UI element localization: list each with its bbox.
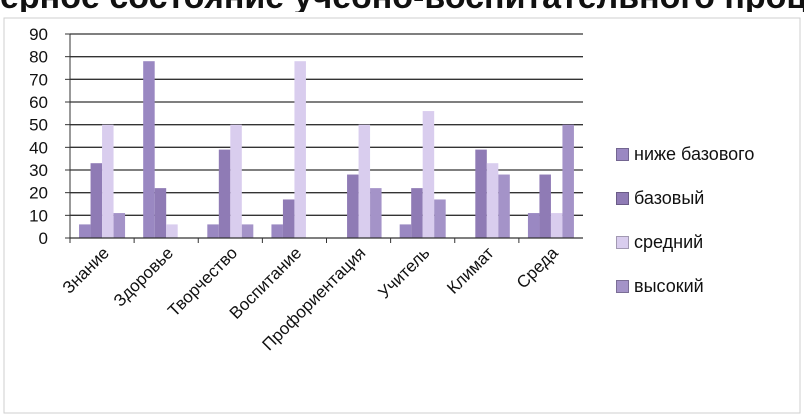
bar <box>422 111 435 238</box>
legend-item: ниже базового <box>616 132 802 176</box>
bar <box>79 224 91 238</box>
legend-item: высокий <box>616 264 802 308</box>
y-tick-label: 90 <box>29 25 48 44</box>
bar <box>143 61 155 239</box>
bar <box>230 124 242 238</box>
y-tick-label: 30 <box>29 161 48 180</box>
bar <box>498 174 510 238</box>
x-category-label: Климат <box>443 243 498 298</box>
legend: ниже базового базовый средний высокий <box>616 132 802 308</box>
y-tick-label: 60 <box>29 93 48 112</box>
bar <box>207 224 219 238</box>
bar <box>434 199 446 238</box>
legend-swatch <box>616 279 629 293</box>
bar <box>399 224 412 238</box>
bar <box>154 188 167 238</box>
y-tick-label: 10 <box>29 206 48 225</box>
legend-label: ниже базового <box>634 143 755 164</box>
y-tick-label: 0 <box>39 229 48 248</box>
bar <box>347 174 359 238</box>
bar <box>282 199 295 238</box>
bar <box>294 61 306 239</box>
bar <box>102 124 114 238</box>
bar <box>550 213 563 238</box>
legend-item: средний <box>616 220 802 264</box>
x-axis <box>69 34 583 243</box>
bar <box>241 224 254 238</box>
x-axis-labels: ЗнаниеЗдоровьеТворчествоВоспитаниеПрофор… <box>59 243 562 354</box>
legend-swatch <box>616 235 629 249</box>
chart-border <box>3 17 801 414</box>
bar <box>271 224 283 238</box>
legend-label: средний <box>634 231 704 252</box>
bar <box>539 174 551 238</box>
bar <box>475 149 487 238</box>
y-tick-label: 40 <box>29 138 48 157</box>
y-tick-label: 80 <box>29 48 48 67</box>
bar <box>411 188 423 238</box>
y-tick-label: 70 <box>29 70 48 89</box>
x-category-label: Знание <box>59 243 113 297</box>
bar <box>90 163 103 238</box>
bars <box>79 61 574 239</box>
legend-swatch <box>616 191 629 205</box>
y-tick-label: 50 <box>29 116 48 135</box>
legend-swatch <box>616 147 629 161</box>
x-category-label: Здоровье <box>110 243 177 310</box>
y-tick-label: 20 <box>29 184 48 203</box>
bar <box>370 188 382 238</box>
bar <box>486 163 499 238</box>
x-category-label: Среда <box>513 243 562 292</box>
bar <box>358 124 371 238</box>
legend-label: высокий <box>634 275 704 296</box>
bar <box>562 124 574 238</box>
bar <box>218 149 231 238</box>
cropped-heading: ерное состояние учебно-воспитательного п… <box>0 0 804 12</box>
legend-label: базовый <box>634 187 705 208</box>
legend-item: базовый <box>616 176 802 220</box>
bar <box>527 213 540 238</box>
bar <box>166 224 178 238</box>
x-category-label: Учитель <box>375 243 434 302</box>
y-axis-ticks: 0 10 20 30 40 50 60 70 80 90 <box>29 25 70 248</box>
bar <box>113 213 126 238</box>
